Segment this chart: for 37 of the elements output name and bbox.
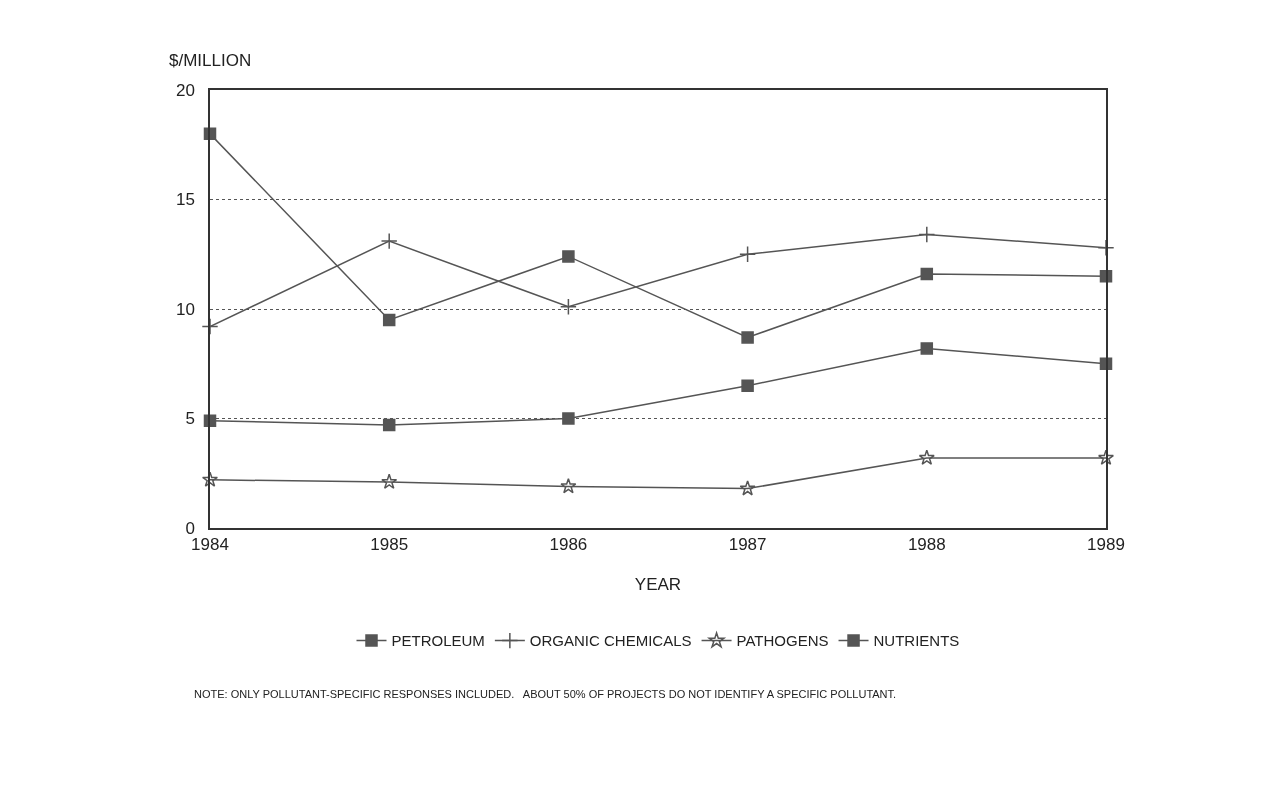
point xyxy=(918,449,935,465)
point xyxy=(562,412,575,425)
y-tick-label: 0 xyxy=(185,518,195,538)
point xyxy=(739,245,757,263)
point xyxy=(382,418,396,432)
point xyxy=(559,298,577,316)
point xyxy=(201,318,219,335)
x-axis-title: YEAR xyxy=(634,575,682,595)
point xyxy=(382,313,396,327)
y-tick-label: 15 xyxy=(175,190,195,210)
x-tick-label: 1985 xyxy=(370,535,409,555)
y-axis-title: $/MILLION xyxy=(169,51,252,70)
point xyxy=(560,477,577,494)
point xyxy=(920,342,934,355)
y-tick-label: 5 xyxy=(185,409,195,429)
legend-label: PETROLEUM xyxy=(391,632,485,650)
legend-label: PATHOGENS xyxy=(736,632,829,650)
x-tick-label: 1988 xyxy=(907,535,946,555)
y-tick-label: 10 xyxy=(175,299,195,319)
text: NOTE: ONLY POLLUTANT-SPECIFIC RESPONSES INCLUDED. ABOUT 50% OF PROJECTS DO NOT IDENTIFY A SPECIFIC POLLUTANT. xyxy=(194,688,897,700)
point xyxy=(1097,449,1115,465)
point xyxy=(741,331,754,344)
legend-label: ORGANIC CHEMICALS xyxy=(529,632,692,650)
point xyxy=(562,250,575,263)
point xyxy=(739,480,756,496)
point xyxy=(741,379,754,392)
x-tick-label: 1986 xyxy=(549,535,588,555)
point xyxy=(201,471,219,487)
legend-label: NUTRIENTS xyxy=(873,632,960,650)
point xyxy=(380,232,398,250)
y-tick-label: 20 xyxy=(175,80,195,100)
x-tick-label: 1989 xyxy=(1087,535,1125,555)
x-tick-label: 1987 xyxy=(728,535,767,555)
point xyxy=(918,226,936,243)
point xyxy=(381,473,398,489)
x-tick-label: 1984 xyxy=(191,535,229,555)
point xyxy=(920,267,934,281)
